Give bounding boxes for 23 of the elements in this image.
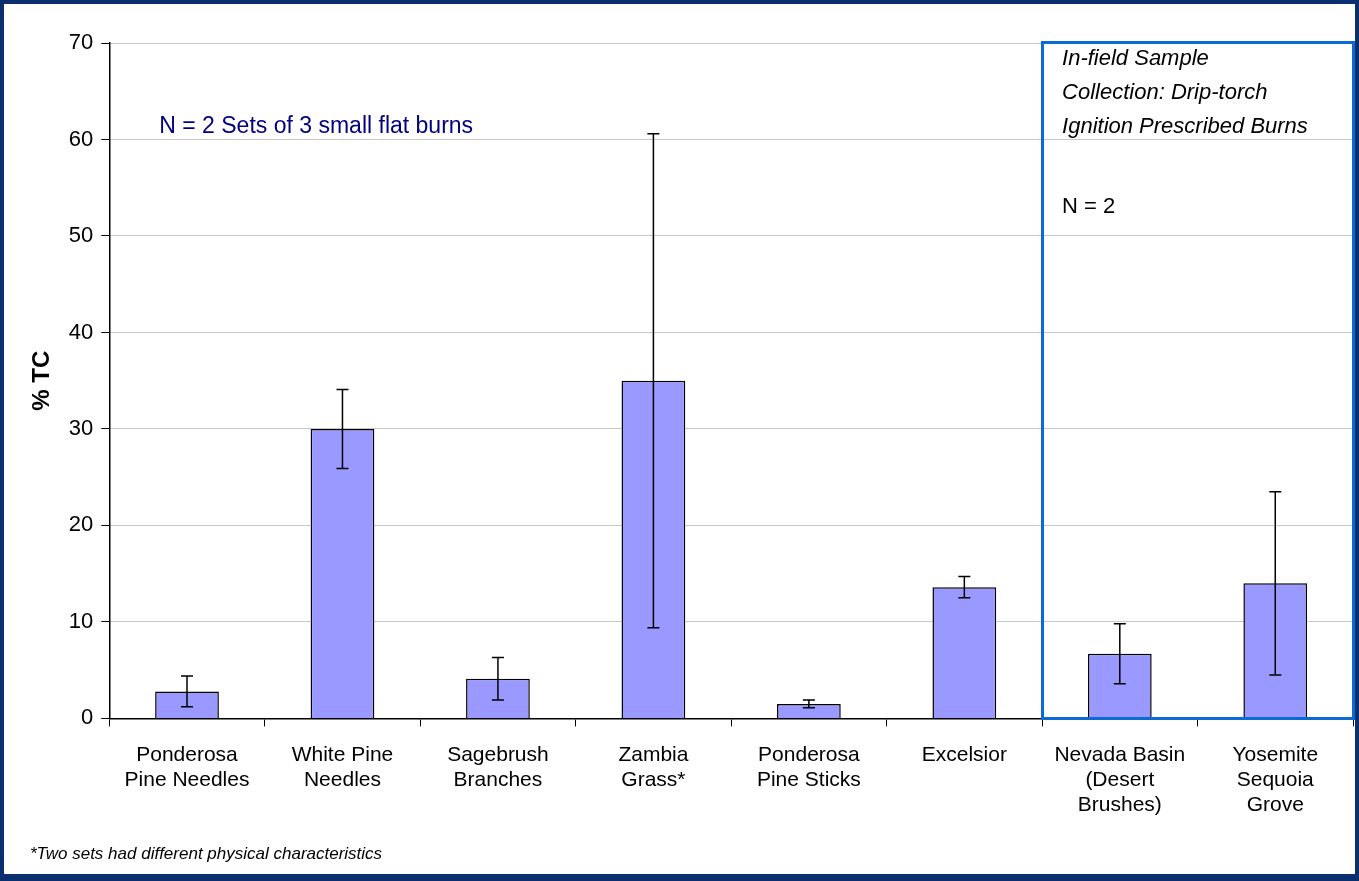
annotation: Ignition Prescribed Burns (1062, 113, 1308, 139)
x-tick-label: Sagebrush Branches (447, 741, 549, 790)
y-tick-label: 20 (68, 511, 94, 537)
x-tick-label: Ponderosa Pine Sticks (756, 741, 861, 790)
y-tick-label: 60 (68, 125, 94, 151)
y-tick-label: 40 (68, 318, 94, 344)
annotation: N = 2 (1062, 193, 1116, 219)
x-tick-label: White Pine Needles (291, 741, 394, 790)
annotation: N = 2 Sets of 3 small flat burns (159, 112, 474, 139)
y-tick-label: 30 (68, 415, 94, 441)
x-tick-label: Excelsior (921, 741, 1007, 765)
y-tick-label: 50 (68, 222, 94, 248)
y-tick-label: 0 (81, 704, 94, 730)
annotation: In-field Sample (1062, 45, 1209, 71)
x-tick-label: Yosemite Sequoia Grove (1232, 741, 1319, 816)
y-tick-label: 70 (68, 29, 94, 55)
y-axis-title: % TC (27, 350, 55, 411)
x-tick-label: Zambia Grass* (618, 741, 689, 790)
text: *Two sets had different physical characteristics (30, 843, 383, 863)
y-tick-label: 10 (68, 607, 94, 633)
x-tick-label: Nevada Basin (Desert Brushes) (1054, 741, 1186, 816)
annotation: Collection: Drip-torch (1062, 79, 1268, 105)
x-tick-label: Ponderosa Pine Needles (124, 741, 250, 790)
